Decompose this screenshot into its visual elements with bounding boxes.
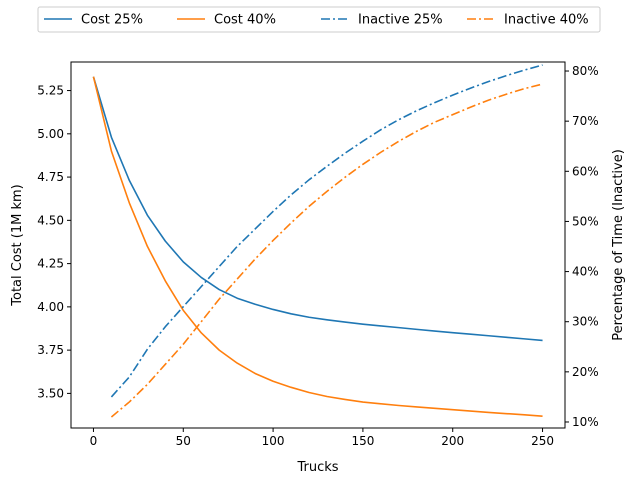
x-tick-label: 200: [441, 434, 464, 448]
legend-label: Cost 40%: [214, 13, 276, 28]
y-left-tick-label: 4.25: [37, 257, 64, 271]
series-line-cost-40: [92, 76, 543, 418]
y-axis-right-label: Percentage of Time (Inactive): [611, 149, 626, 341]
x-axis: 0 50 100 150 200 250: [90, 428, 554, 448]
y-right-tick-label: 40%: [572, 265, 599, 279]
y-left-tick-label: 4.50: [37, 213, 64, 227]
y-right-tick-label: 60%: [572, 164, 599, 178]
plot-area: 0 50 100 150 200 250 3.50 3.75 4.00 4.25 4.50 4.75…: [37, 61, 599, 448]
y-right-tick-label: 20%: [572, 365, 599, 379]
y-right-tick-label: 70%: [572, 114, 599, 128]
y-left-tick-label: 3.75: [37, 343, 64, 357]
x-tick-label: 250: [531, 434, 554, 448]
series-line-inactive-25: [110, 64, 543, 398]
y-left-tick-label: 5.00: [37, 127, 64, 141]
y-axis-left-label: Total Cost (1M km): [10, 184, 25, 306]
y-left-tick-label: 4.75: [37, 170, 64, 184]
y-right-tick-label: 50%: [572, 214, 599, 228]
plot-frame: [70, 61, 566, 429]
y-right-tick-label: 10%: [572, 415, 599, 429]
legend: Cost 25% Cost 40% Inactive 25% Inactive 40%: [37, 6, 601, 33]
y-right-tick-label: 80%: [572, 64, 599, 78]
x-tick-label: 50: [176, 434, 191, 448]
legend-label: Cost 25%: [81, 13, 143, 28]
x-tick-label: 0: [90, 434, 98, 448]
x-axis-label: Trucks: [296, 460, 338, 475]
y-left-tick-label: 3.50: [37, 386, 64, 400]
legend-label: Inactive 40%: [504, 13, 589, 28]
legend-frame: [37, 6, 601, 33]
y-left-tick-label: 5.25: [37, 84, 64, 98]
series-line-inactive-40: [110, 83, 543, 418]
y-right-tick-label: 30%: [572, 315, 599, 329]
x-tick-label: 100: [262, 434, 285, 448]
legend-label: Inactive 25%: [358, 13, 443, 28]
y-axis-right: 10% 20% 30% 40% 50% 60% 70% 80%: [565, 64, 599, 429]
y-axis-left: 3.50 3.75 4.00 4.25 4.50 4.75 5.00 5.25: [37, 84, 71, 400]
y-left-tick-label: 4.00: [37, 300, 64, 314]
x-tick-label: 150: [351, 434, 374, 448]
series-line-cost-25: [92, 76, 543, 342]
